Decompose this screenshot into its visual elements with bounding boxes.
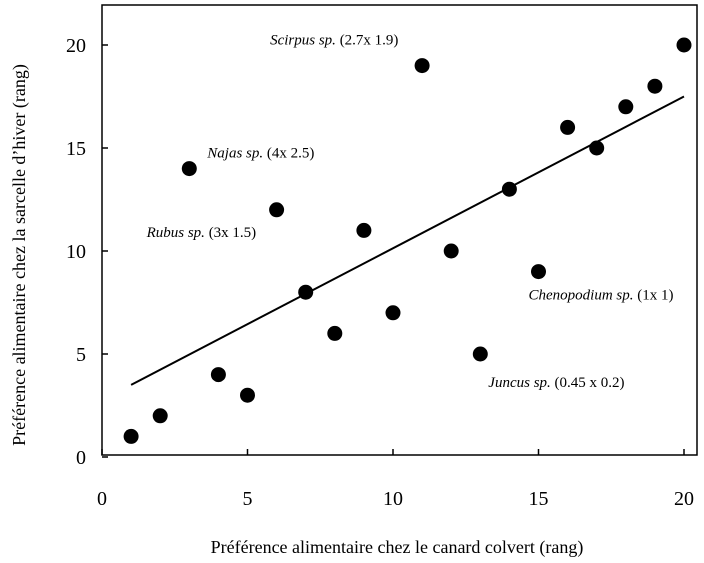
data-point xyxy=(298,284,314,300)
data-point xyxy=(210,367,226,383)
y-tick-label: 0 xyxy=(76,447,86,469)
annotation-label: Juncus sp. (0.45 x 0.2) xyxy=(488,375,624,391)
data-point xyxy=(240,387,255,403)
annotation-value: (1x 1) xyxy=(637,288,673,304)
data-point xyxy=(443,243,459,259)
x-tick-label: 15 xyxy=(529,488,549,510)
x-axis-label: Préférence alimentaire chez le canard co… xyxy=(211,537,584,558)
annotation-label: Chenopodium sp. (1x 1) xyxy=(529,288,674,304)
annotation-value: (2.7x 1.9) xyxy=(340,33,399,49)
data-point xyxy=(152,408,168,424)
data-point xyxy=(385,305,401,321)
y-tick-label: 15 xyxy=(66,138,86,160)
annotation-value: (4x 2.5) xyxy=(267,146,315,162)
annotation-species: Rubus sp. xyxy=(146,225,209,241)
x-tick-label: 10 xyxy=(383,488,403,510)
data-point xyxy=(356,222,372,238)
x-tick-label: 5 xyxy=(243,488,253,510)
y-tick-label: 5 xyxy=(76,344,86,366)
x-tick-label: 0 xyxy=(97,488,107,510)
data-point xyxy=(123,428,139,444)
data-point xyxy=(531,264,546,280)
plot-area-frame xyxy=(101,4,698,456)
annotation-species: Juncus sp. xyxy=(488,375,554,391)
data-point xyxy=(589,140,605,156)
data-point xyxy=(414,58,430,74)
data-point xyxy=(501,181,517,197)
y-tick-label: 20 xyxy=(66,35,86,57)
annotation-species: Chenopodium sp. xyxy=(529,288,638,304)
y-tick-label: 10 xyxy=(66,241,86,263)
annotation-species: Najas sp. xyxy=(206,146,267,162)
y-axis-label: Préférence alimentaire chez la sarcelle … xyxy=(9,64,30,446)
annotation-species: Scirpus sp. xyxy=(270,33,340,49)
annotation-label: Scirpus sp. (2.7x 1.9) xyxy=(270,33,398,49)
data-point xyxy=(676,37,692,53)
data-point xyxy=(647,78,663,94)
annotation-label: Rubus sp. (3x 1.5) xyxy=(146,225,257,241)
data-point xyxy=(327,325,343,341)
x-tick-label: 20 xyxy=(674,488,694,510)
annotation-value: (3x 1.5) xyxy=(209,225,257,241)
data-point xyxy=(618,99,634,115)
data-point xyxy=(472,346,488,362)
annotation-value: (0.45 x 0.2) xyxy=(555,375,625,391)
data-point xyxy=(560,119,576,135)
data-point xyxy=(181,161,197,177)
data-point xyxy=(269,202,285,218)
annotation-label: Najas sp. (4x 2.5) xyxy=(206,146,314,162)
